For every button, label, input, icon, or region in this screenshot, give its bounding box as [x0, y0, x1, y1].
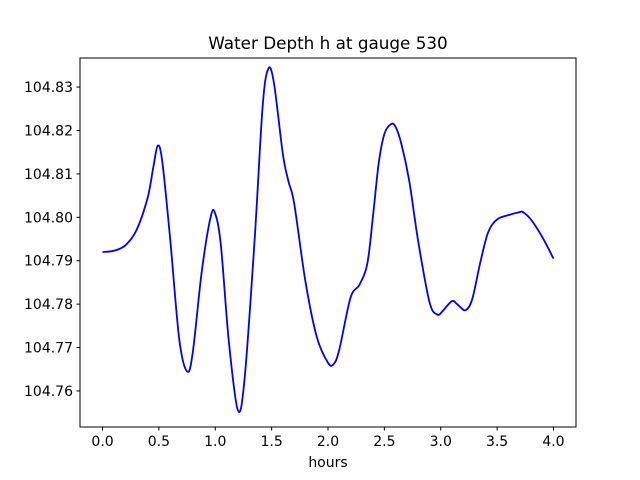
x-tick-label: 3.5 [486, 434, 508, 450]
y-tick-label: 104.77 [24, 341, 73, 357]
x-axis-ticks: 0.0 0.5 1.0 1.5 2.0 2.5 3.0 3.5 4.0 [91, 427, 565, 450]
series-line [102, 66, 555, 413]
chart-title: Water Depth h at gauge 530 [208, 33, 447, 53]
x-tick-label: 0.0 [91, 434, 113, 450]
y-tick-label: 104.78 [24, 297, 73, 313]
y-tick-label: 104.83 [24, 80, 73, 96]
y-tick-label: 104.76 [24, 384, 73, 400]
x-tick-label: 1.0 [204, 434, 226, 450]
x-tick-label: 1.5 [261, 434, 283, 450]
x-axis-label: hours [308, 455, 347, 471]
y-tick-label: 104.82 [24, 123, 73, 139]
y-tick-label: 104.81 [24, 167, 73, 183]
x-tick-label: 2.5 [373, 434, 395, 450]
x-tick-label: 0.5 [148, 434, 170, 450]
x-tick-label: 2.0 [317, 434, 339, 450]
y-axis-ticks: 104.76 104.77 104.78 104.79 104.80 104.81 104.… [24, 80, 80, 400]
x-tick-label: 4.0 [542, 434, 564, 450]
y-tick-label: 104.79 [24, 254, 73, 270]
series-layer [102, 66, 555, 413]
plot-frame [79, 57, 577, 428]
x-tick-label: 3.0 [430, 434, 452, 450]
y-tick-label: 104.80 [24, 210, 73, 226]
